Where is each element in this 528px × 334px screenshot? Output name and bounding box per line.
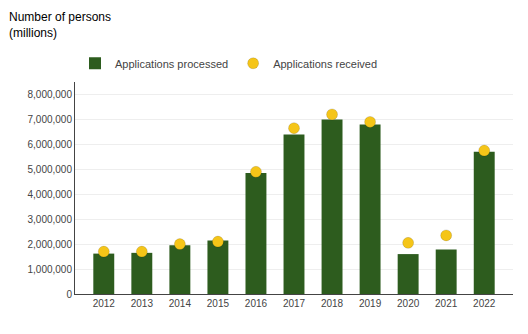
- svg-text:Number of persons: Number of persons: [9, 10, 111, 24]
- svg-text:2016: 2016: [245, 298, 268, 309]
- svg-text:2,000,000: 2,000,000: [28, 239, 73, 250]
- svg-text:2013: 2013: [131, 298, 154, 309]
- svg-text:0: 0: [66, 289, 72, 300]
- svg-text:2015: 2015: [207, 298, 230, 309]
- svg-text:3,000,000: 3,000,000: [28, 214, 73, 225]
- svg-text:8,000,000: 8,000,000: [28, 89, 73, 100]
- svg-text:2014: 2014: [169, 298, 192, 309]
- svg-text:6,000,000: 6,000,000: [28, 139, 73, 150]
- svg-text:2012: 2012: [93, 298, 116, 309]
- svg-text:2019: 2019: [359, 298, 382, 309]
- svg-text:5,000,000: 5,000,000: [28, 164, 73, 175]
- svg-text:Applications processed: Applications processed: [115, 58, 228, 70]
- svg-text:Applications received: Applications received: [273, 58, 377, 70]
- svg-text:2022: 2022: [473, 298, 496, 309]
- svg-text:2021: 2021: [435, 298, 458, 309]
- svg-text:2018: 2018: [321, 298, 344, 309]
- svg-text:2020: 2020: [397, 298, 420, 309]
- svg-text:(millions): (millions): [9, 26, 57, 40]
- svg-text:2017: 2017: [283, 298, 306, 309]
- svg-text:4,000,000: 4,000,000: [28, 189, 73, 200]
- svg-text:7,000,000: 7,000,000: [28, 114, 73, 125]
- svg-text:1,000,000: 1,000,000: [28, 264, 73, 275]
